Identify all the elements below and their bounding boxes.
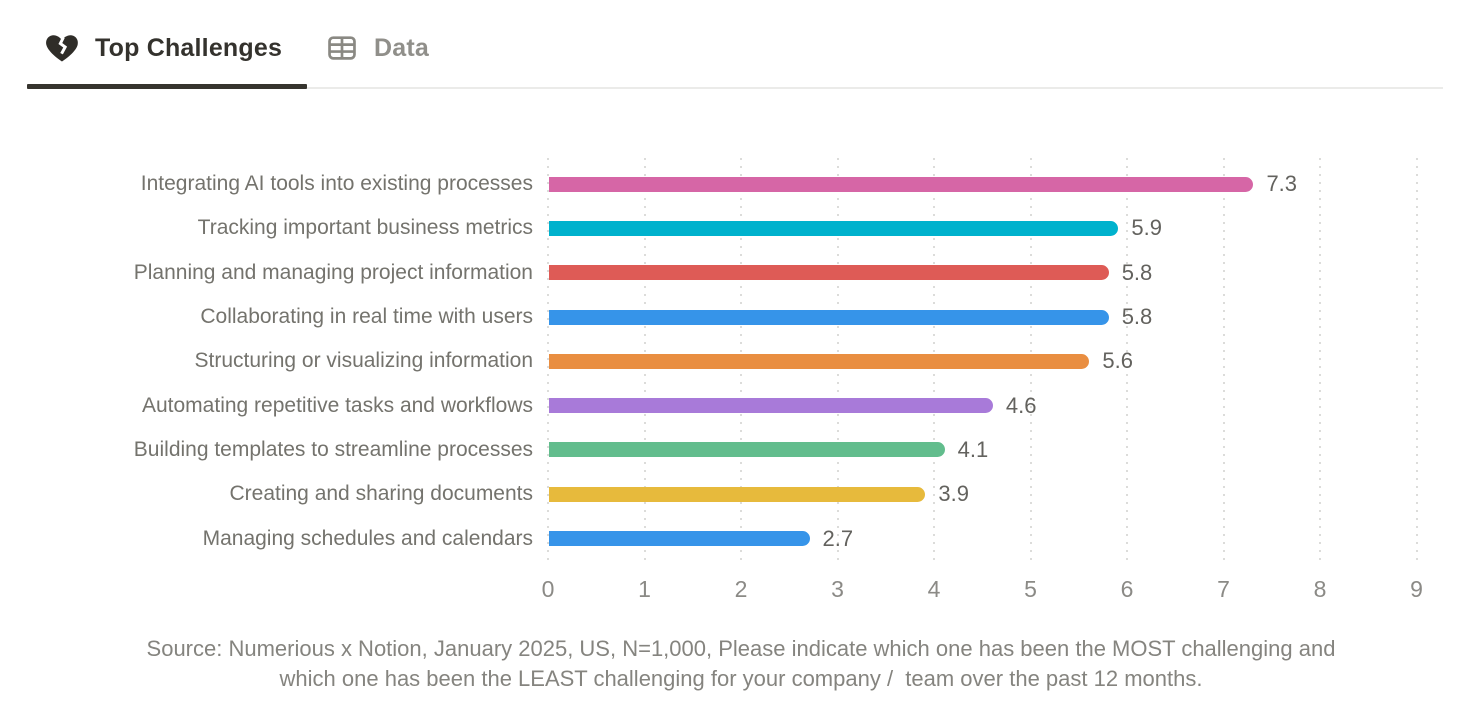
- chart-row: Building templates to streamline process…: [0, 428, 1482, 472]
- category-label: Integrating AI tools into existing proce…: [140, 172, 533, 196]
- tab-data[interactable]: Data: [325, 24, 429, 72]
- x-tick-label: 0: [541, 576, 555, 602]
- category-label: Structuring or visualizing information: [194, 349, 533, 373]
- tab-divider: [27, 87, 1443, 89]
- tab-top-challenges[interactable]: Top Challenges: [44, 24, 282, 72]
- category-label: Planning and managing project informatio…: [133, 260, 533, 284]
- tab-data-label: Data: [374, 33, 429, 62]
- chart-row: Managing schedules and calendars 2.7: [0, 516, 1482, 560]
- active-tab-underline: [27, 84, 307, 89]
- value-label: 5.9: [1131, 215, 1162, 241]
- gridline: [1319, 158, 1321, 560]
- value-label: 3.9: [938, 481, 969, 507]
- chart-row: Planning and managing project informatio…: [0, 251, 1482, 295]
- bar[interactable]: [549, 309, 1109, 325]
- bar[interactable]: [549, 442, 945, 458]
- x-tick-label: 2: [734, 576, 748, 602]
- tab-top-challenges-label: Top Challenges: [95, 33, 283, 62]
- value-label: 4.1: [957, 436, 989, 462]
- value-label: 7.3: [1266, 171, 1298, 197]
- value-label: 5.8: [1121, 259, 1153, 285]
- category-label: Building templates to streamline process…: [133, 437, 533, 461]
- bar[interactable]: [549, 531, 810, 547]
- source-line-1: Source: Numerious x Notion, January 2025…: [146, 636, 1336, 661]
- x-tick-label: 3: [831, 576, 844, 602]
- table-icon: [325, 31, 359, 65]
- broken-heart-icon: [44, 30, 80, 66]
- bar[interactable]: [549, 176, 1254, 192]
- category-label: Tracking important business metrics: [197, 216, 533, 240]
- x-tick-label: 5: [1024, 576, 1037, 602]
- x-tick-label: 8: [1313, 576, 1327, 602]
- gridline: [547, 158, 549, 560]
- source-note: Source: Numerious x Notion, January 2025…: [0, 634, 1482, 694]
- gridline: [1222, 158, 1225, 560]
- x-tick-label: 4: [927, 576, 941, 602]
- chart-row: Tracking important business metrics 5.9: [0, 206, 1482, 250]
- source-line-2: which one has been the LEAST challenging…: [279, 666, 1203, 691]
- category-label: Collaborating in real time with users: [200, 305, 533, 329]
- bar[interactable]: [549, 353, 1090, 369]
- chart-row: Creating and sharing documents 3.9: [0, 472, 1482, 516]
- category-label: Managing schedules and calendars: [202, 526, 533, 550]
- gridline: [1126, 158, 1128, 560]
- bar[interactable]: [549, 265, 1109, 281]
- bar[interactable]: [549, 398, 993, 414]
- chart-row: Collaborating in real time with users 5.8: [0, 295, 1482, 339]
- x-tick-label: 1: [638, 576, 651, 602]
- value-label: 2.7: [822, 525, 854, 551]
- x-tick-label: 7: [1217, 576, 1230, 602]
- value-label: 5.8: [1121, 304, 1153, 330]
- category-label: Automating repetitive tasks and workflow…: [141, 393, 533, 417]
- x-tick-label: 9: [1410, 576, 1423, 602]
- chart-row: Structuring or visualizing information 5.…: [0, 339, 1482, 383]
- chart-row: Integrating AI tools into existing proce…: [0, 162, 1482, 206]
- bar[interactable]: [549, 220, 1119, 236]
- value-label: 4.6: [1005, 392, 1037, 418]
- category-label: Creating and sharing documents: [229, 482, 533, 506]
- value-label: 5.6: [1102, 348, 1133, 374]
- gridline: [1415, 158, 1418, 560]
- x-tick-label: 6: [1120, 576, 1134, 602]
- bar[interactable]: [549, 486, 926, 502]
- chart-rows: Integrating AI tools into existing proce…: [0, 162, 1482, 561]
- chart-row: Automating repetitive tasks and workflow…: [0, 383, 1482, 427]
